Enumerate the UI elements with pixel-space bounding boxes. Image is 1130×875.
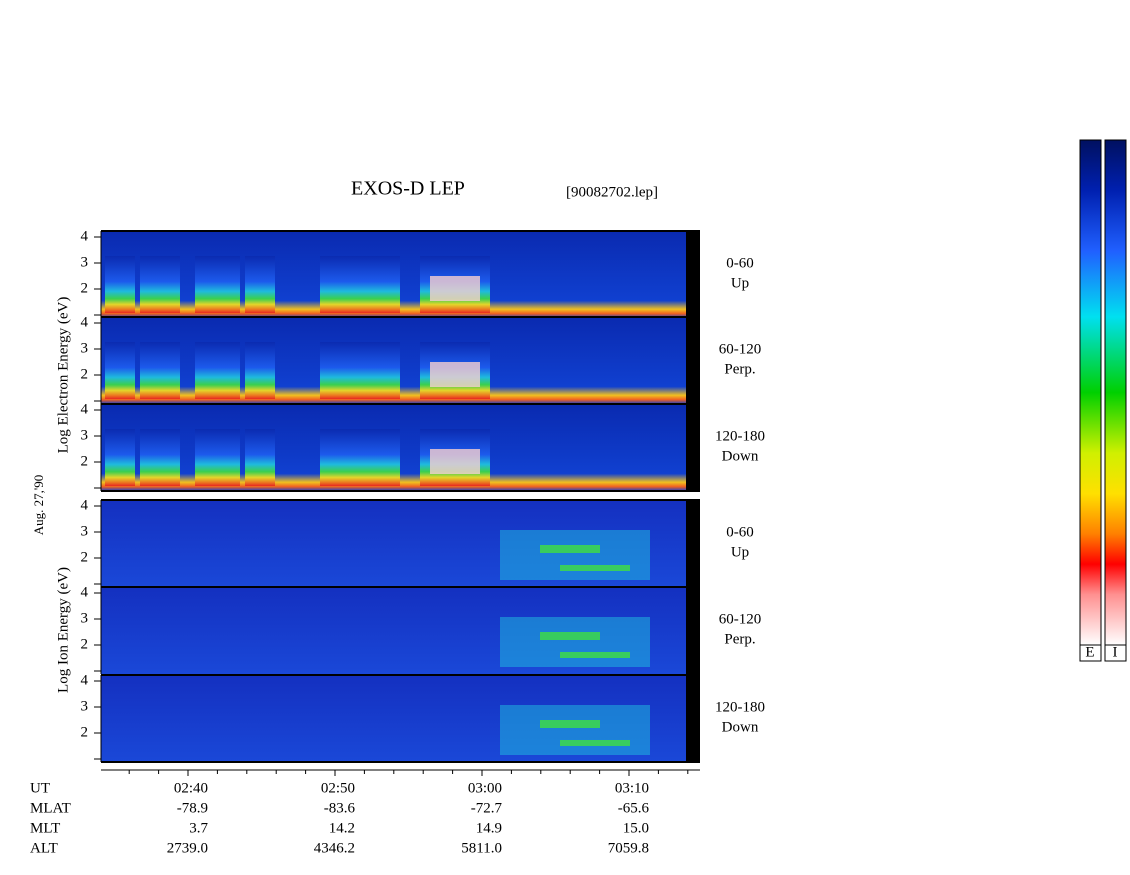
colorbar-label-box [1104,644,1127,662]
spectrum-burst [195,342,240,399]
spectrum-burst [105,256,135,313]
spectrum-burst [245,429,275,486]
ion-patch [540,720,600,728]
date-label: Aug. 27,'90 [31,475,46,535]
y-tick-label: 3 [81,523,89,539]
panel-edge [686,231,700,318]
panel-range: 120-180 [715,699,765,715]
spectrum-hot [430,362,480,387]
y-tick-label: 4 [81,401,89,417]
y-tick-label: 2 [81,280,89,296]
spectrum-burst [140,256,180,313]
y-tick-label: 2 [81,366,89,382]
title: EXOS-D LEP [351,178,465,200]
ephemeris-name: UT [30,780,50,796]
spectrum-burst [140,342,180,399]
y-tick-label: 3 [81,698,89,714]
spectrogram [101,230,700,762]
y-tick-label: 4 [81,672,89,688]
ephemeris-value: -78.9 [177,800,208,816]
y-tick-label: 2 [81,453,89,469]
ion-axis-label: Log Ion Energy (eV) [55,567,71,693]
ephemeris-name: MLT [30,820,60,836]
ion-patch [500,530,650,580]
ion-patch [560,740,630,746]
ephemeris-value: 3.7 [189,820,208,836]
panel-range: 120-180 [715,428,765,444]
file-name: [90082702.lep] [566,184,658,200]
ephemeris-value: 14.9 [476,820,502,836]
colorbar-e [1079,139,1102,646]
spectrum-burst [320,342,400,399]
panel-edge [686,404,700,491]
colorbar-label: I [1113,644,1118,660]
y-tick-label: 2 [81,549,89,565]
ion-patch [540,632,600,640]
y-tick-label: 4 [81,584,89,600]
ephemeris-value: 03:00 [468,780,502,796]
ion-patch [560,652,630,658]
ephemeris-name: ALT [30,840,58,856]
panel-direction: Down [722,448,759,464]
panel-direction: Perp. [724,361,755,377]
spectrum-burst [105,342,135,399]
spectrum-burst [140,429,180,486]
panel-range: 0-60 [726,524,754,540]
panel-direction: Up [731,544,749,560]
spectrum-burst [245,256,275,313]
y-tick-label: 4 [81,497,89,513]
spectrum-burst [105,429,135,486]
ephemeris-value: 02:50 [321,780,355,796]
spectrum-burst [195,429,240,486]
ephemeris-value: 03:10 [615,780,649,796]
y-tick-label: 2 [81,636,89,652]
ephemeris-value: 5811.0 [461,840,502,856]
colorbar-label-box [1079,644,1102,662]
y-tick-label: 3 [81,427,89,443]
panel-edge [686,675,700,762]
ephemeris-value: 7059.8 [608,840,649,856]
spectrum-hot [430,276,480,301]
ephemeris-value: 15.0 [623,820,649,836]
y-tick-label: 2 [81,724,89,740]
panel-range: 0-60 [726,255,754,271]
ephemeris-value: 4346.2 [314,840,355,856]
ephemeris-value: -65.6 [618,800,650,816]
spectrum-burst [245,342,275,399]
ion-patch [560,565,630,571]
panel-edge [686,587,700,674]
panel-range: 60-120 [719,611,762,627]
y-tick-label: 3 [81,254,89,270]
colorbar-label: E [1085,644,1094,660]
y-tick-label: 3 [81,610,89,626]
ephemeris-value: 02:40 [174,780,208,796]
spectrum-burst [320,256,400,313]
ion-patch [500,617,650,667]
spectrum-burst [195,256,240,313]
spectrum-hot [430,449,480,474]
ion-patch [500,705,650,755]
panel-range: 60-120 [719,341,762,357]
y-tick-label: 4 [81,314,89,330]
panel-direction: Perp. [724,631,755,647]
ephemeris-value: -72.7 [471,800,503,816]
ephemeris-value: -83.6 [324,800,356,816]
electron-axis-label: Log Electron Energy (eV) [55,297,71,454]
panel-direction: Down [722,719,759,735]
axes: 4 3 2 0-60 Up 4 3 2 60-120 Perp. 4 3 2 120-180 Down 4 3 2… [30,228,765,856]
y-tick-label: 3 [81,340,89,356]
ion-patch [540,545,600,553]
colorbar-i [1104,139,1127,646]
y-tick-label: 4 [81,228,89,244]
panel-direction: Up [731,275,749,291]
panel-edge [686,500,700,587]
panel-edge [686,317,700,404]
ephemeris-value: 14.2 [329,820,355,836]
ephemeris-value: 2739.0 [167,840,208,856]
spectrum-burst [320,429,400,486]
ephemeris-name: MLAT [30,800,71,816]
